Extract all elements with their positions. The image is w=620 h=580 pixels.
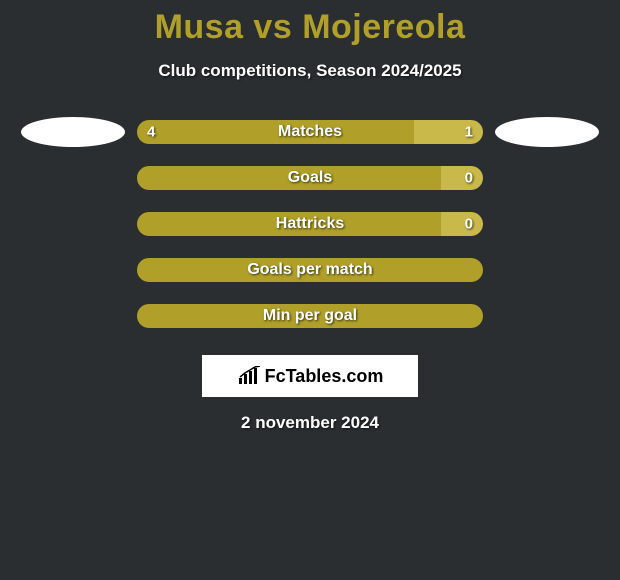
stat-value-right: 1 (465, 124, 473, 141)
stat-bar: 4 Matches 1 (137, 120, 483, 144)
stat-rows: 4 Matches 1 Goals 0 (0, 109, 620, 339)
logo-inner: FcTables.com (237, 366, 384, 387)
fctables-chart-icon (237, 366, 263, 386)
stat-bar: Hattricks 0 (137, 212, 483, 236)
footer-logo[interactable]: FcTables.com (202, 355, 418, 397)
stat-label: Goals per match (247, 261, 372, 279)
stat-bar: Goals per match (137, 258, 483, 282)
stat-label: Min per goal (263, 307, 357, 325)
bar-right-segment (441, 166, 483, 190)
oval-spacer-right (495, 301, 599, 331)
bar-right-segment (441, 212, 483, 236)
comparison-container: Musa vs Mojereola Club competitions, Sea… (0, 0, 620, 433)
oval-spacer-left (21, 301, 125, 331)
oval-spacer-right (495, 209, 599, 239)
stat-value-right: 0 (465, 170, 473, 187)
footer-logo-text: FcTables.com (265, 366, 384, 387)
oval-spacer-left-outer (21, 163, 125, 193)
stat-row-matches: 4 Matches 1 (0, 109, 620, 155)
stat-value-right: 0 (465, 216, 473, 233)
oval-spacer-left (21, 209, 125, 239)
page-title: Musa vs Mojereola (0, 8, 620, 47)
stat-row-min-per-goal: Min per goal (0, 293, 620, 339)
stat-value-left: 4 (147, 124, 155, 141)
date-text: 2 november 2024 (0, 413, 620, 433)
stat-bar: Goals 0 (137, 166, 483, 190)
stat-row-hattricks: Hattricks 0 (0, 201, 620, 247)
bar-left-segment (137, 120, 414, 144)
oval-spacer-left (21, 255, 125, 285)
stat-label: Matches (278, 123, 342, 141)
stat-label: Hattricks (276, 215, 344, 233)
page-subtitle: Club competitions, Season 2024/2025 (0, 61, 620, 81)
stat-row-goals-per-match: Goals per match (0, 247, 620, 293)
oval-spacer-right (495, 255, 599, 285)
stat-bar: Min per goal (137, 304, 483, 328)
player-left-oval (21, 117, 125, 147)
stat-label: Goals (288, 169, 332, 187)
oval-spacer-right-outer (495, 163, 599, 193)
player-right-oval (495, 117, 599, 147)
stat-row-goals: Goals 0 (0, 155, 620, 201)
